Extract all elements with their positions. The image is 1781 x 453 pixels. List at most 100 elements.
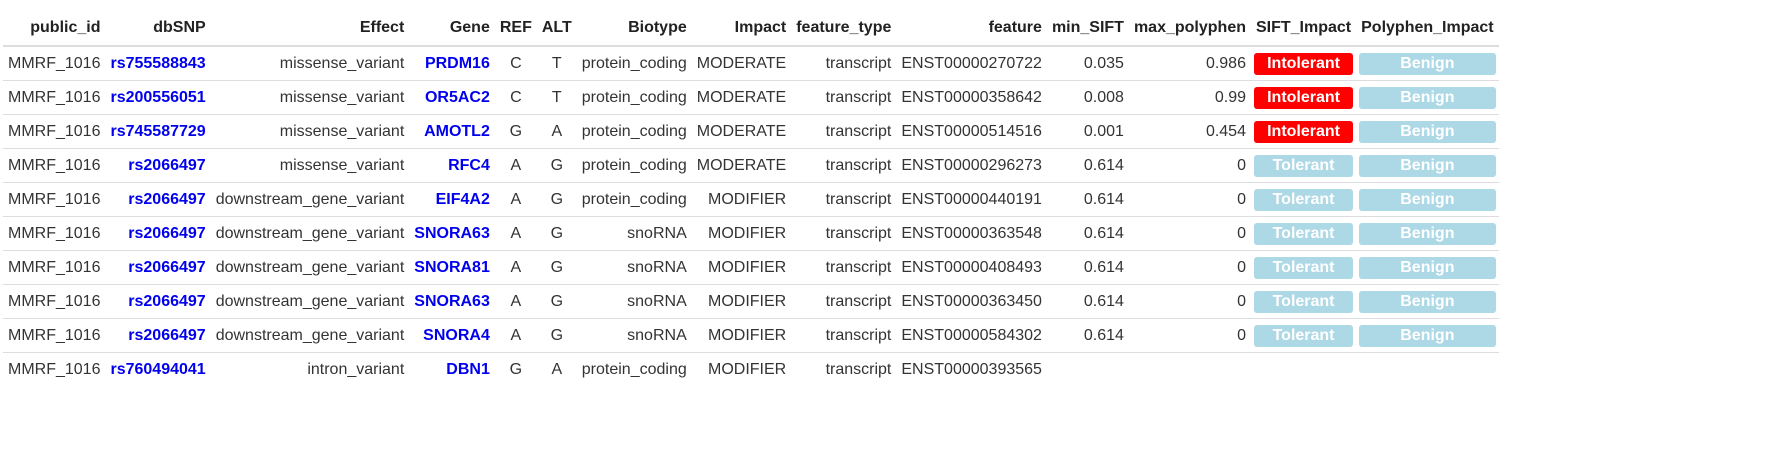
col-header-min-sift[interactable]: min_SIFT [1046,12,1129,47]
col-header-feature-type[interactable]: feature_type [791,12,897,47]
dbsnp-link[interactable]: rs2066497 [128,224,206,242]
table-row: MMRF_1016 rs2066497 missense_variant RFC… [3,148,1499,183]
dbsnp-link[interactable]: rs2066497 [128,326,206,344]
cell-max-polyphen: 0.986 [1205,54,1246,72]
col-header-impact[interactable]: Impact [691,12,792,47]
dbsnp-link[interactable]: rs200556051 [110,88,206,106]
gene-link[interactable]: SNORA63 [414,224,490,242]
cell-effect: downstream_gene_variant [210,182,410,217]
col-header-alt[interactable]: ALT [536,12,577,47]
cell-biotype: protein_coding [576,114,692,149]
dbsnp-link[interactable]: rs745587729 [110,122,206,140]
col-header-polyphen-impact[interactable]: Polyphen_Impact [1356,12,1499,47]
cell-ref: A [494,182,537,217]
cell-impact: MODIFIER [691,182,792,217]
gene-link[interactable]: SNORA4 [423,326,490,344]
cell-public-id: MMRF_1016 [3,182,106,217]
cell-min-sift: 0.614 [1046,318,1129,353]
cell-max-polyphen: 0 [1128,182,1251,217]
dbsnp-link[interactable]: rs2066497 [128,292,206,310]
cell-public-id: MMRF_1016 [3,318,106,353]
gene-link[interactable]: RFC4 [448,156,490,174]
cell-feature-type: transcript [791,250,897,285]
cell-gene: SNORA63 [409,216,495,251]
cell-sift-impact: Tolerant [1250,148,1357,183]
dbsnp-link[interactable]: rs2066497 [128,258,206,276]
cell-impact: MODERATE [691,80,792,115]
cell-polyphen-impact: Benign [1356,46,1498,81]
cell-alt: G [536,216,577,251]
cell-impact: MODIFIER [691,250,792,285]
polyphen-impact-badge: Benign [1359,86,1496,109]
col-header-sift-impact[interactable]: SIFT_Impact [1250,12,1357,47]
dbsnp-link[interactable]: rs2066497 [128,190,206,208]
col-header-public-id[interactable]: public_id [3,12,106,47]
cell-max-polyphen: 0.99 [1128,80,1251,115]
table-row: MMRF_1016 rs745587729 missense_variant A… [3,114,1499,149]
cell-sift-impact: Intolerant [1251,46,1356,81]
cell-alt: A [536,352,577,386]
col-header-gene[interactable]: Gene [409,12,495,47]
cell-feature: ENST00000584302 [896,318,1047,353]
cell-feature: ENST00000408493 [896,250,1047,285]
cell-polyphen-impact: Benign [1356,182,1499,217]
cell-effect: downstream_gene_variant [210,318,410,353]
cell-biotype: snoRNA [576,284,692,319]
polyphen-impact-badge: Benign [1359,120,1496,143]
cell-alt: G [536,148,577,183]
dbsnp-link[interactable]: rs755588843 [110,54,206,72]
col-header-ref[interactable]: REF [494,12,537,47]
cell-feature: ENST00000296273 [896,148,1047,183]
dbsnp-link[interactable]: rs760494041 [110,360,206,378]
gene-link[interactable]: OR5AC2 [424,88,490,106]
cell-ref: G [494,114,537,149]
sift-impact-badge: Intolerant [1253,120,1354,143]
col-header-feature[interactable]: feature [896,12,1047,47]
col-header-biotype[interactable]: Biotype [576,12,692,47]
cell-dbsnp: rs200556051 [105,80,211,115]
cell-gene: RFC4 [409,148,495,183]
gene-link[interactable]: EIF4A2 [435,190,490,208]
cell-public-id: MMRF_1016 [8,54,101,72]
cell-ref: C [494,80,537,115]
cell-alt: G [536,318,577,353]
sift-impact-badge: Intolerant [1253,86,1354,109]
cell-biotype: protein_coding [576,148,692,183]
sift-impact-badge: Tolerant [1253,222,1354,245]
cell-polyphen-impact: Benign [1356,80,1499,115]
cell-feature-type: transcript [825,54,892,72]
table-row: MMRF_1016 rs2066497 downstream_gene_vari… [3,318,1499,353]
cell-effect: downstream_gene_variant [210,216,410,251]
cell-effect: downstream_gene_variant [210,284,410,319]
gene-link[interactable]: PRDM16 [424,54,490,72]
cell-biotype: snoRNA [576,216,692,251]
dbsnp-link[interactable]: rs2066497 [128,156,206,174]
cell-biotype: protein_coding [576,352,692,386]
cell-dbsnp: rs2066497 [105,284,211,319]
gene-link[interactable]: SNORA63 [414,292,490,310]
cell-max-polyphen: 0 [1128,216,1251,251]
cell-feature: ENST00000270722 [901,54,1042,72]
gene-link[interactable]: AMOTL2 [424,122,490,140]
col-header-effect[interactable]: Effect [210,12,410,47]
sift-impact-badge: Tolerant [1253,256,1354,279]
cell-ref: A [494,216,537,251]
sift-impact-badge: Intolerant [1253,52,1354,75]
cell-effect: missense_variant [210,114,410,149]
gene-link[interactable]: DBN1 [446,360,490,378]
col-header-dbsnp[interactable]: dbSNP [105,12,211,47]
cell-biotype: protein_coding [576,182,692,217]
cell-feature-type: transcript [791,114,897,149]
cell-polyphen-impact: Benign [1356,318,1499,353]
cell-sift-impact: Tolerant [1250,216,1357,251]
cell-impact: MODIFIER [691,352,792,386]
table-row: MMRF_1016 rs2066497 downstream_gene_vari… [3,216,1499,251]
table-row: MMRF_1016 rs2066497 downstream_gene_vari… [3,284,1499,319]
cell-gene: SNORA4 [409,318,495,353]
cell-feature: ENST00000393565 [896,352,1047,386]
sift-impact-badge: Tolerant [1253,290,1354,313]
col-header-max-polyphen[interactable]: max_polyphen [1128,12,1251,47]
cell-max-polyphen [1128,352,1251,386]
cell-public-id: MMRF_1016 [3,284,106,319]
gene-link[interactable]: SNORA81 [414,258,490,276]
